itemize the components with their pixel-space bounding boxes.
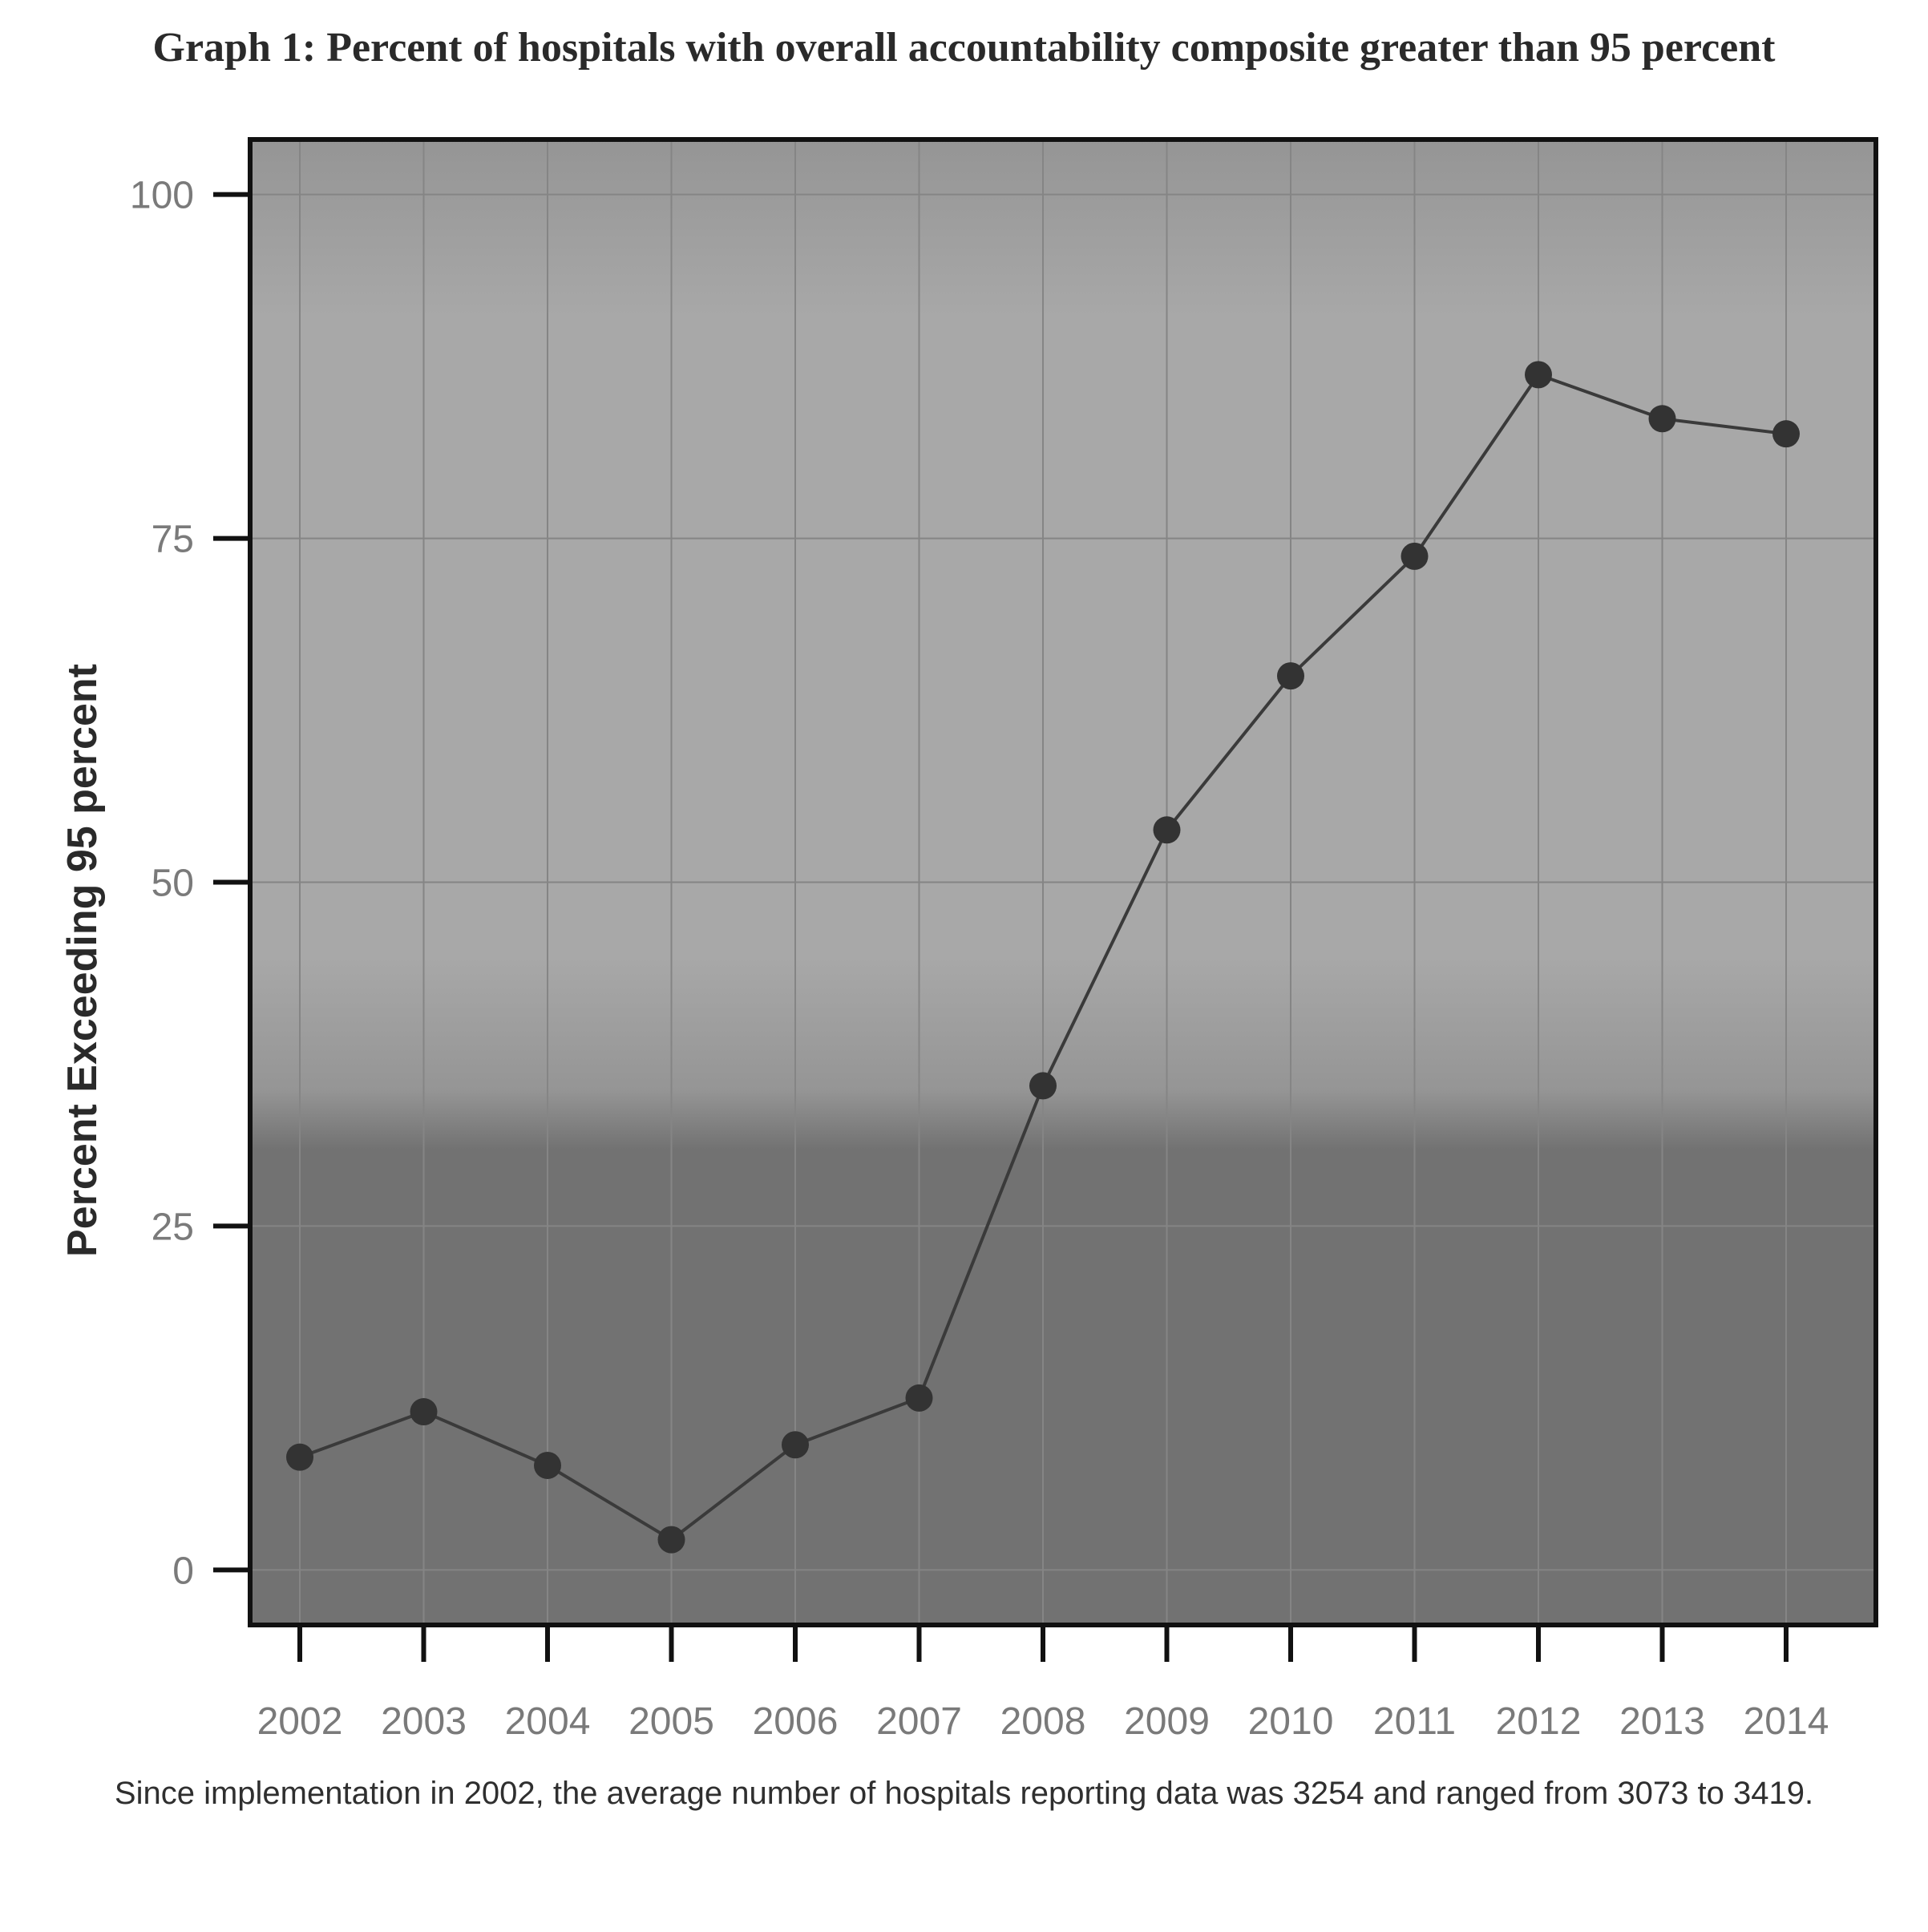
data-point [905,1384,933,1412]
chart-title: Graph 1: Percent of hospitals with overa… [152,25,1776,71]
x-tick-label: 2010 [1248,1700,1334,1743]
x-tick-label: 2009 [1124,1700,1210,1743]
x-tick-label: 2006 [753,1700,839,1743]
x-tick-label: 2004 [505,1700,591,1743]
data-point [410,1398,438,1426]
y-axis-title: Percent Exceeding 95 percent [59,664,106,1257]
data-point [1153,816,1181,844]
data-point [782,1431,809,1459]
y-tick-label: 0 [172,1550,194,1592]
x-axis: 2002 2003 2004 2005 2006 2007 2008 2009 2010 2011… [257,1625,1829,1743]
data-point [1525,361,1552,389]
grid-lines [250,139,1876,1625]
chart-footnote: Since implementation in 2002, the averag… [114,1776,1814,1811]
y-tick-label: 50 [152,863,194,905]
x-tick-label: 2002 [257,1700,343,1743]
data-markers [286,361,1800,1554]
data-point [1648,405,1676,433]
x-tick-label: 2012 [1496,1700,1582,1743]
x-tick-label: 2011 [1373,1700,1456,1743]
data-point [657,1526,685,1554]
y-tick-label: 75 [152,519,194,561]
x-tick-label: 2003 [381,1700,467,1743]
y-tick-label: 25 [152,1206,194,1248]
x-tick-label: 2007 [876,1700,962,1743]
data-point [534,1451,561,1479]
data-point [1277,662,1304,690]
x-tick-label: 2014 [1744,1700,1829,1743]
data-point [1029,1072,1057,1100]
y-axis: 0 25 50 75 100 [130,175,250,1592]
data-point [1401,542,1429,570]
x-tick-label: 2008 [1000,1700,1086,1743]
x-tick-label: 2013 [1619,1700,1705,1743]
data-point [1772,420,1800,448]
x-tick-label: 2005 [629,1700,714,1743]
data-point [286,1443,313,1471]
y-tick-label: 100 [130,175,194,217]
